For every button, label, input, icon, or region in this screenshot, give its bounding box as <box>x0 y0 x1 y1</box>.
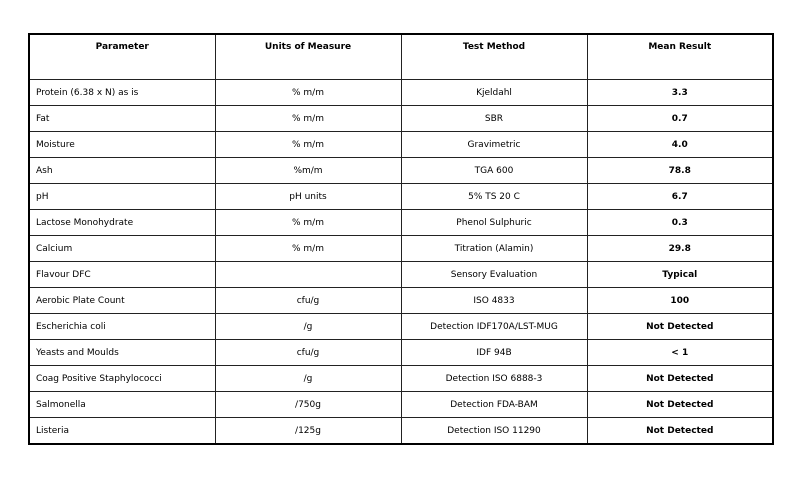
header-units: Units of Measure <box>214 33 402 80</box>
units-cell: pH units <box>214 183 402 210</box>
parameter-cell: Flavour DFC <box>28 261 216 288</box>
table-row: Escherichia coli/g Detection IDF170A/LST-… <box>28 313 774 340</box>
mean-result-cell: < 1 <box>586 339 774 366</box>
units-cell: cfu/g <box>214 339 402 366</box>
test-method-cell: Phenol Sulphuric <box>400 209 588 236</box>
parameter-cell: Escherichia coli <box>28 313 216 340</box>
parameter-cell: Lactose Monohydrate <box>28 209 216 236</box>
test-method-cell: Kjeldahl <box>400 79 588 106</box>
header-test-method: Test Method <box>400 33 588 80</box>
test-method-cell: Detection ISO 11290 <box>400 417 588 445</box>
table-row: Salmonella/750g Detection FDA-BAM Not Dete… <box>28 391 774 418</box>
units-cell <box>214 261 402 288</box>
parameter-cell: Ash <box>28 157 216 184</box>
mean-result-cell: Not Detected <box>586 417 774 445</box>
mean-result-cell: 6.7 <box>586 183 774 210</box>
test-method-cell: Detection ISO 6888-3 <box>400 365 588 392</box>
table-row: Ash %m/m TGA 600 78.8 <box>28 157 774 184</box>
test-method-cell: ISO 4833 <box>400 287 588 314</box>
test-method-cell: 5% TS 20 C <box>400 183 588 210</box>
units-cell: /750g <box>214 391 402 418</box>
units-cell: /g <box>214 365 402 392</box>
units-cell: /g <box>214 313 402 340</box>
table-row: Moisture% m/m Gravimetric 4.0 <box>28 131 774 158</box>
mean-result-cell: 0.7 <box>586 105 774 132</box>
mean-result-cell: 100 <box>586 287 774 314</box>
parameter-cell: Protein (6.38 x N) as is <box>28 79 216 106</box>
table-row: Aerobic Plate Count cfu/g ISO 4833 100 <box>28 287 774 314</box>
table-row: Calcium% m/m Titration (Alamin) 29.8 <box>28 235 774 262</box>
mean-result-cell: 78.8 <box>586 157 774 184</box>
test-method-cell: Detection FDA-BAM <box>400 391 588 418</box>
parameter-cell: Yeasts and Moulds <box>28 339 216 366</box>
table-row: Listeria/125g Detection ISO 11290 Not Dete… <box>28 417 774 445</box>
header-parameter: Parameter <box>28 33 216 80</box>
units-cell: % m/m <box>214 235 402 262</box>
parameter-cell: Moisture <box>28 131 216 158</box>
mean-result-cell: 4.0 <box>586 131 774 158</box>
units-cell: cfu/g <box>214 287 402 314</box>
units-cell: %m/m <box>214 157 402 184</box>
header-row: Parameter Units of Measure Test Method M… <box>28 33 774 80</box>
parameter-cell: Aerobic Plate Count <box>28 287 216 314</box>
parameter-cell: Calcium <box>28 235 216 262</box>
test-method-cell: Detection IDF170A/LST-MUG <box>400 313 588 340</box>
table-row: Fat% m/m SBR 0.7 <box>28 105 774 132</box>
table-row: Protein (6.38 x N) as is% m/m Kjeldahl 3.3 <box>28 79 774 106</box>
mean-result-cell: Not Detected <box>586 313 774 340</box>
units-cell: % m/m <box>214 131 402 158</box>
parameter-cell: Salmonella <box>28 391 216 418</box>
parameter-cell: Coag Positive Staphylococci <box>28 365 216 392</box>
units-cell: % m/m <box>214 79 402 106</box>
table-row: Yeasts and Moulds cfu/g IDF 94B < 1 <box>28 339 774 366</box>
units-cell: /125g <box>214 417 402 445</box>
test-method-cell: SBR <box>400 105 588 132</box>
test-method-cell: Gravimetric <box>400 131 588 158</box>
mean-result-cell: 29.8 <box>586 235 774 262</box>
test-method-cell: Sensory Evaluation <box>400 261 588 288</box>
header-mean-result: Mean Result <box>586 33 774 80</box>
test-method-cell: TGA 600 <box>400 157 588 184</box>
mean-result-cell: 3.3 <box>586 79 774 106</box>
units-cell: % m/m <box>214 105 402 132</box>
units-cell: % m/m <box>214 209 402 236</box>
test-method-cell: Titration (Alamin) <box>400 235 588 262</box>
mean-result-cell: 0.3 <box>586 209 774 236</box>
table-row: Lactose Monohydrate% m/m Phenol Sulphuric… <box>28 209 774 236</box>
results-table: Parameter Units of Measure Test Method M… <box>28 33 774 445</box>
table-row: Coag Positive Staphylococci/g Detection I… <box>28 365 774 392</box>
mean-result-cell: Not Detected <box>586 365 774 392</box>
table-row: Flavour DFC Sensory Evaluation Typical <box>28 261 774 288</box>
table-row: pH pH units 5% TS 20 C 6.7 <box>28 183 774 210</box>
mean-result-cell: Typical <box>586 261 774 288</box>
parameter-cell: Fat <box>28 105 216 132</box>
test-method-cell: IDF 94B <box>400 339 588 366</box>
parameter-cell: pH <box>28 183 216 210</box>
parameter-cell: Listeria <box>28 417 216 445</box>
mean-result-cell: Not Detected <box>586 391 774 418</box>
